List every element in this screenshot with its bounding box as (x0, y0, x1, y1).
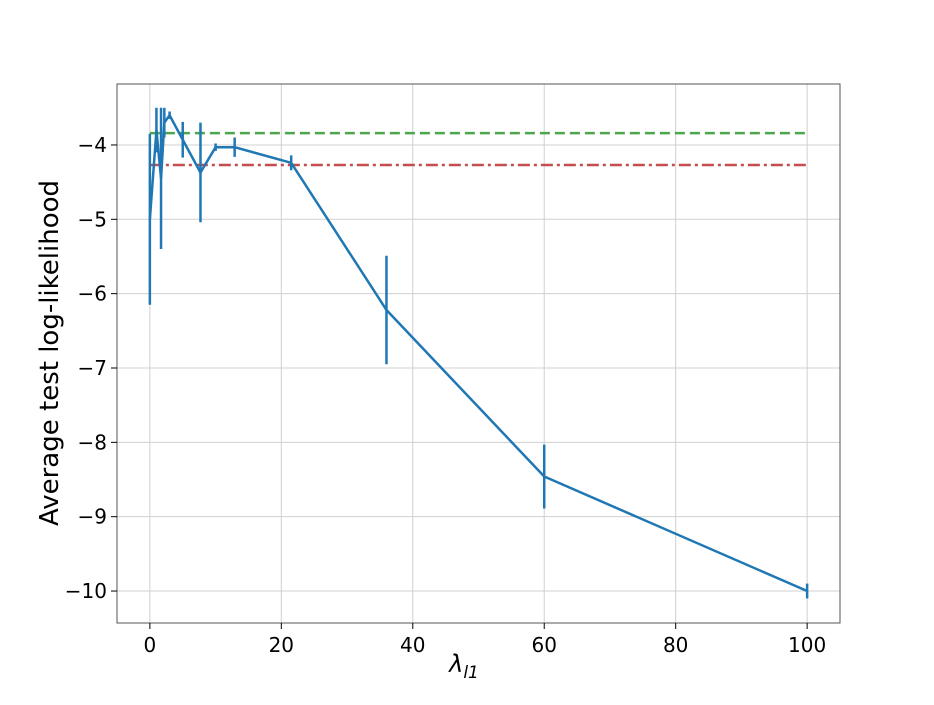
x-label-symbol: λ (447, 650, 463, 678)
y-tick-label: −8 (78, 430, 107, 454)
y-tick-label: −10 (65, 579, 107, 603)
y-tick-label: −9 (78, 505, 107, 529)
y-tick-label: −6 (78, 282, 107, 306)
y-axis-label: Average test log-likelihood (35, 180, 65, 526)
y-tick-label: −7 (78, 356, 107, 380)
x-tick-label: 20 (269, 633, 294, 657)
ticks: 0 20 40 60 80 100 −4 −5 −6 −7 −8 −9 −10 (65, 133, 826, 657)
data (148, 107, 809, 599)
grid (117, 84, 840, 623)
y-tick-label: −5 (78, 207, 107, 231)
x-tick-label: 60 (532, 633, 557, 657)
x-label-subscript: l1 (463, 663, 479, 683)
x-tick-label: 80 (663, 633, 688, 657)
x-tick-label: 0 (143, 633, 156, 657)
x-axis-label: λl1 (447, 650, 479, 683)
series-line (148, 113, 808, 593)
x-tick-label: 40 (400, 633, 425, 657)
x-tick-label: 100 (788, 633, 826, 657)
y-tick-label: −4 (78, 133, 107, 157)
reference-lines (149, 131, 808, 167)
axes-frame (116, 83, 841, 624)
